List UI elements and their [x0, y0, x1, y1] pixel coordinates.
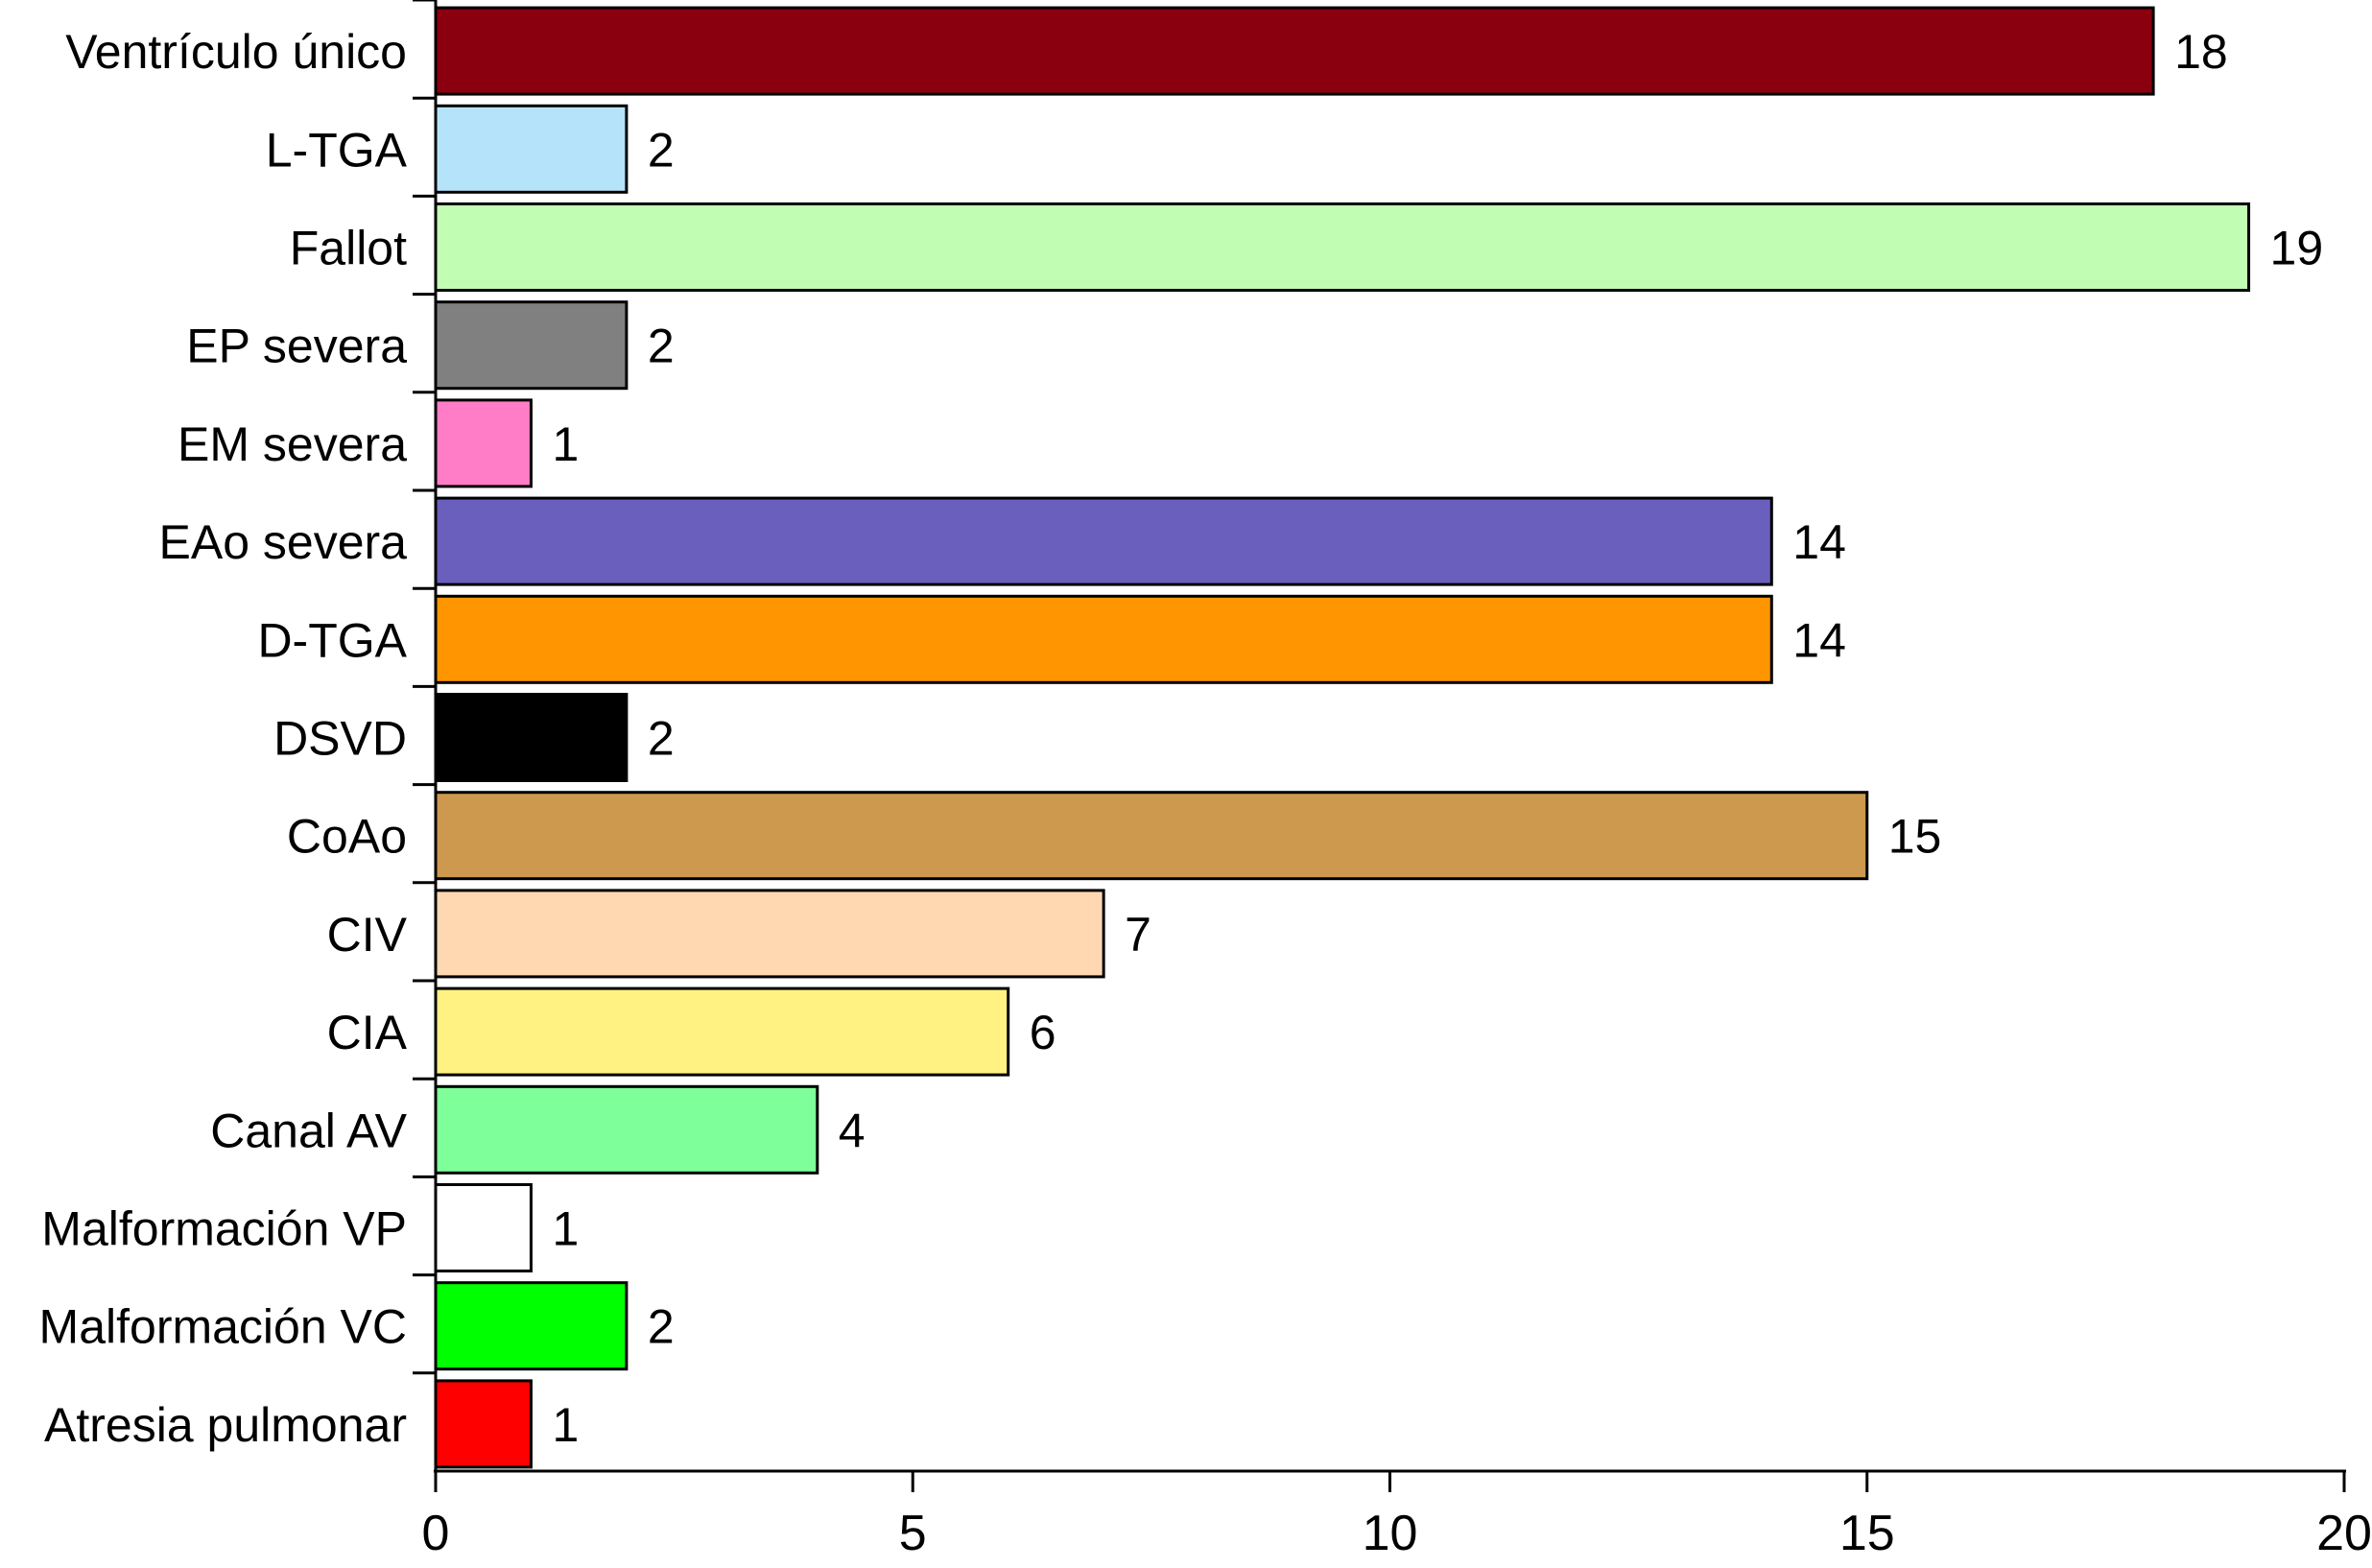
- bar-value-label: 4: [839, 1104, 866, 1157]
- bar: [434, 202, 2251, 292]
- y-axis: [413, 0, 438, 1471]
- category-label: Canal AV: [210, 1104, 407, 1157]
- value-labels-group: 18 2 19 2 1 14 14 2 15 7 6 4 1 2 1: [552, 25, 2323, 1452]
- bar: [434, 300, 629, 391]
- bar-value-label: 1: [552, 1202, 579, 1256]
- x-tick-label: 15: [1839, 1506, 1895, 1561]
- bar-value-label: 2: [648, 712, 675, 766]
- x-tick-label: 10: [1363, 1506, 1418, 1561]
- bars-group: [434, 6, 2251, 1469]
- bar: [434, 398, 533, 488]
- category-label: EAo severa: [159, 515, 408, 569]
- category-label: Atresia pulmonar: [44, 1398, 407, 1452]
- bar-value-label: 2: [648, 1300, 675, 1354]
- category-label: CoAo: [287, 810, 407, 864]
- bar: [434, 791, 1869, 881]
- category-label: Ventrículo único: [65, 25, 407, 79]
- category-label: Malformación VC: [39, 1300, 407, 1354]
- x-tick-label: 5: [899, 1506, 927, 1561]
- bar: [434, 889, 1105, 979]
- bar: [434, 6, 2155, 96]
- category-label: CIA: [327, 1006, 408, 1059]
- bar: [434, 496, 1773, 586]
- category-label: EM severa: [178, 417, 407, 471]
- bar: [434, 693, 629, 782]
- bar-value-label: 2: [648, 320, 675, 373]
- x-tick-label: 0: [422, 1506, 450, 1561]
- category-label: Malformación VP: [41, 1202, 407, 1256]
- bar-value-label: 1: [552, 1398, 579, 1452]
- category-labels-group: Ventrículo único L-TGA Fallot EP severa EM s…: [39, 25, 408, 1452]
- bar-value-label: 18: [2174, 25, 2228, 79]
- bar: [434, 1084, 819, 1175]
- category-label: DSVD: [273, 712, 407, 766]
- bar: [434, 1379, 533, 1469]
- category-label: CIV: [327, 908, 408, 962]
- category-label: L-TGA: [266, 123, 408, 177]
- x-tick-label: 20: [2316, 1506, 2372, 1561]
- category-label: EP severa: [186, 320, 407, 373]
- bar-value-label: 14: [1792, 515, 1846, 569]
- bar-value-label: 14: [1792, 613, 1846, 667]
- bar-value-label: 7: [1125, 908, 1151, 962]
- bar: [434, 104, 629, 194]
- category-label: Fallot: [290, 222, 407, 275]
- bar-value-label: 15: [1888, 810, 1942, 864]
- bar-value-label: 1: [552, 417, 579, 471]
- bar: [434, 594, 1773, 684]
- bar: [434, 1183, 533, 1272]
- bar-value-label: 2: [648, 123, 675, 177]
- x-axis: 0 5 10 15 20: [422, 1469, 2372, 1561]
- bar-value-label: 6: [1030, 1006, 1056, 1059]
- bar: [434, 1281, 629, 1371]
- bar: [434, 986, 1010, 1077]
- bar-value-label: 19: [2270, 222, 2324, 275]
- category-label: D-TGA: [257, 613, 407, 667]
